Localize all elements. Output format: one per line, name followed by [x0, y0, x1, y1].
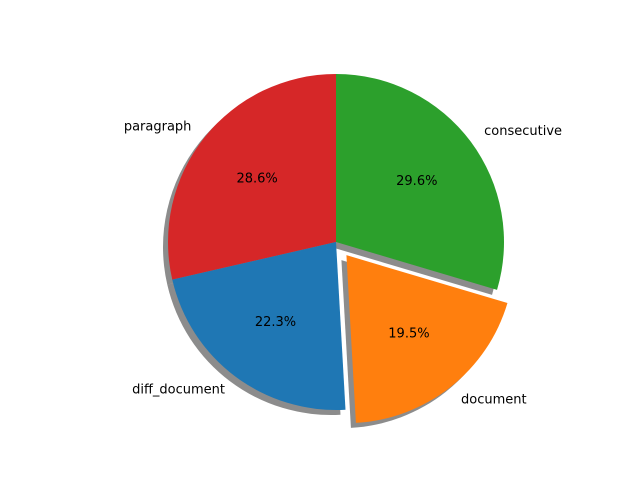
slice-label-diff-document: diff_document	[132, 382, 225, 397]
slice-percent-paragraph: 28.6%	[236, 172, 277, 187]
pie-slice-consecutive	[336, 74, 504, 290]
pie-slice-document	[346, 255, 508, 423]
slice-percent-document: 19.5%	[388, 327, 429, 342]
slice-percent-consecutive: 29.6%	[396, 174, 437, 189]
label-layer: paragraph 28.6% diff_document 22.3% document…	[124, 119, 562, 407]
slice-label-paragraph: paragraph	[124, 119, 192, 134]
slice-percent-diff-document: 22.3%	[255, 315, 296, 330]
pie-slice-diff-document	[172, 242, 346, 410]
slice-layer	[167, 74, 508, 423]
slice-label-consecutive: consecutive	[484, 124, 562, 139]
pie-slice-paragraph	[167, 74, 336, 280]
slice-label-document: document	[461, 393, 527, 408]
